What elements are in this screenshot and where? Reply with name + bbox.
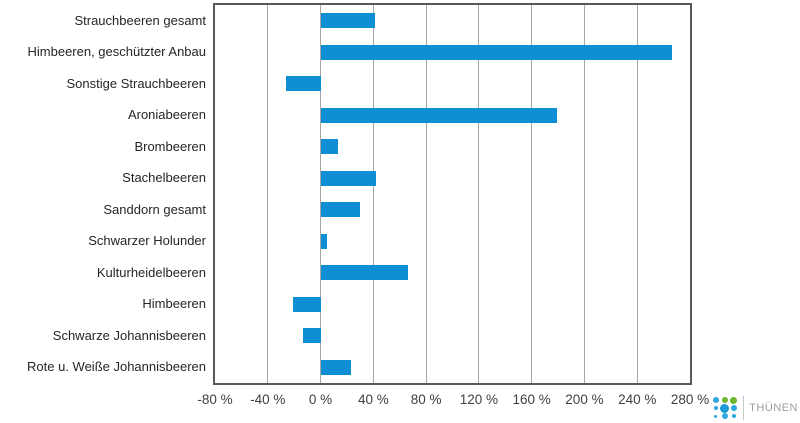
logo-dot <box>713 406 718 410</box>
bar-5 <box>320 170 376 186</box>
category-label: Schwarze Johannisbeeren <box>52 327 206 343</box>
category-label: Strauchbeeren gesamt <box>74 12 206 28</box>
bar-1 <box>320 44 672 60</box>
category-label: Aroniabeeren <box>127 107 206 123</box>
category-label: Kulturheidelbeeren <box>96 264 206 280</box>
bar-10 <box>303 328 321 344</box>
x-tick-label: 280 % <box>670 392 710 407</box>
category-label: Brombeeren <box>134 138 206 154</box>
bar-8 <box>320 265 408 281</box>
bar-0 <box>320 13 375 29</box>
thuenen-logo: THÜNEN <box>711 396 798 420</box>
gridline <box>320 5 322 383</box>
category-label: Himbeeren, geschützter Anbau <box>27 44 207 60</box>
category-label: Stachelbeeren <box>122 170 206 186</box>
x-tick-label: -80 % <box>197 392 233 407</box>
x-tick-label: 120 % <box>459 392 499 407</box>
x-tick-label: 240 % <box>618 392 657 407</box>
bar-6 <box>320 202 361 218</box>
x-tick-label: 160 % <box>512 392 551 407</box>
logo-dot <box>730 405 737 411</box>
gridline <box>425 5 427 383</box>
gridline <box>478 5 480 383</box>
thuenen-logo-dots-icon <box>711 396 738 420</box>
category-label: Sanddorn gesamt <box>103 201 206 217</box>
logo-dot <box>730 396 738 404</box>
logo-divider <box>743 396 745 420</box>
gridline <box>636 5 638 383</box>
x-tick-label: -40 % <box>250 392 286 407</box>
plot-area <box>213 3 692 385</box>
bar-9 <box>292 296 321 312</box>
category-label: Sonstige Strauchbeeren <box>66 75 206 91</box>
bar-11 <box>320 359 351 375</box>
category-label: Himbeeren <box>142 296 206 312</box>
gridline <box>372 5 374 383</box>
logo-dot <box>721 413 728 419</box>
gridline <box>267 5 269 383</box>
x-tick-label: 0 % <box>308 392 333 407</box>
logo-dot <box>721 397 728 403</box>
bar-3 <box>320 107 557 123</box>
logo-dot <box>712 397 719 403</box>
x-tick-label: 200 % <box>565 392 604 407</box>
category-label: Schwarzer Holunder <box>88 233 206 249</box>
thuenen-logo-text: THÜNEN <box>749 402 798 414</box>
logo-dot <box>731 414 736 418</box>
bar-4 <box>320 139 338 155</box>
x-tick-label: 80 % <box>410 392 442 407</box>
bar-7 <box>320 233 328 249</box>
category-label: Rote u. Weiße Johannisbeeren <box>27 359 206 375</box>
logo-dot <box>714 414 718 418</box>
gridline <box>531 5 533 383</box>
x-tick-label: 40 % <box>357 392 389 407</box>
gridline <box>583 5 585 383</box>
logo-dot <box>720 403 730 413</box>
bar-2 <box>286 76 321 92</box>
